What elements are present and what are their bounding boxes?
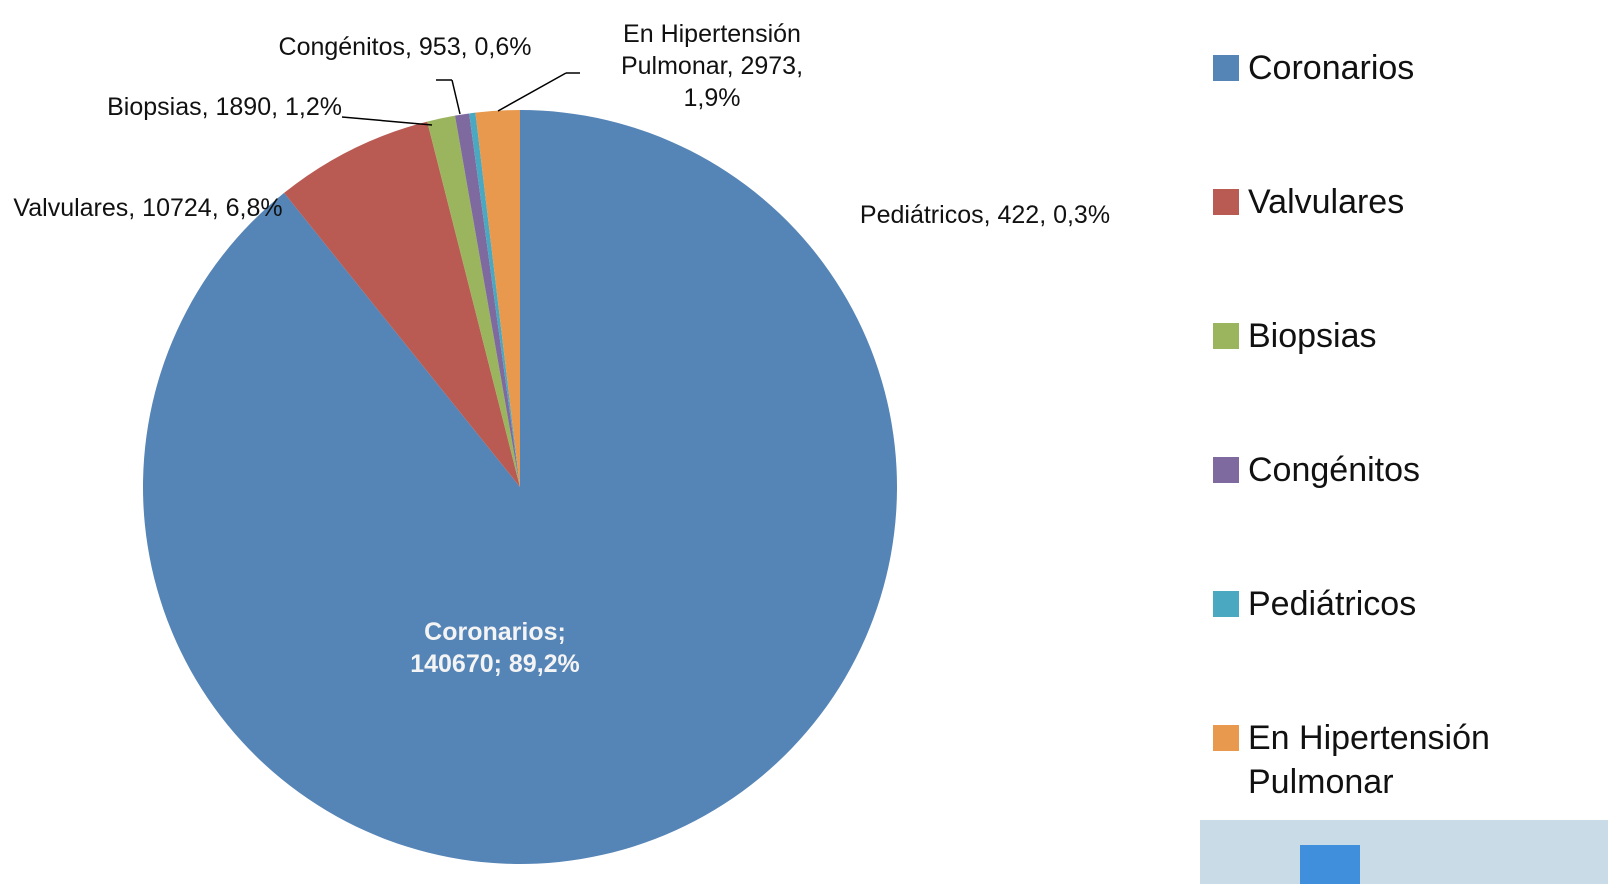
legend-swatch [1213,591,1239,617]
decorative-banner [1200,820,1608,884]
legend-swatch [1213,189,1239,215]
data-label: Valvulares, 10724, 6,8% [3,192,293,224]
legend-label: Congénitos [1248,448,1568,492]
data-label: Congénitos, 953, 0,6% [275,31,535,63]
legend-swatch [1213,55,1239,81]
legend-swatch [1213,725,1239,751]
legend-label: Coronarios [1248,46,1568,90]
leader-line [452,80,460,114]
leader-line [498,73,566,111]
data-label: Coronarios; 140670; 89,2% [375,616,615,680]
data-label: Biopsias, 1890, 1,2% [42,91,342,123]
legend-label: Valvulares [1248,180,1568,224]
data-label: Pediátricos, 422, 0,3% [850,199,1120,231]
page: Coronarios; 140670; 89,2% Valvulares, 107… [0,0,1608,884]
legend-swatch [1213,457,1239,483]
leader-line [342,117,432,125]
legend-label: En Hipertensión Pulmonar [1248,716,1568,804]
decorative-banner-block [1300,845,1360,884]
legend-label: Pediátricos [1248,582,1568,626]
legend-label: Biopsias [1248,314,1568,358]
legend-swatch [1213,323,1239,349]
data-label: En Hipertensión Pulmonar, 2973, 1,9% [597,18,827,114]
